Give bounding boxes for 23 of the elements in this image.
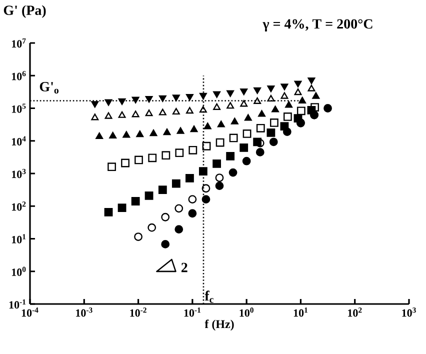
ref-line-label: f$_{c}$ (204, 290, 214, 303)
x-tick-label: 10$^{3}$ (402, 308, 416, 317)
y-tick-label: 10$^{6}$ (12, 71, 26, 80)
x-tick-label: 10$^{-3}$ (76, 308, 92, 317)
x-tick-label: 10$^{-1}$ (184, 308, 200, 317)
x-tick-label: 10$^{-2}$ (130, 308, 146, 317)
x-tick-label: 10$^{-4}$ (22, 308, 38, 317)
y-tick-label: 10$^{2}$ (12, 202, 26, 211)
y-tick-label: 10$^{0}$ (12, 266, 26, 276)
y-tick-label: 10$^{1}$ (12, 234, 26, 244)
y-axis-title: G' (Pa) (4, 5, 46, 18)
x-tick-label: 10$^{2}$ (348, 308, 362, 317)
ref-line-label: G'$_{o}$ (40, 82, 59, 94)
y-tick-label: 10$^{5}$ (12, 104, 26, 113)
annotation: 2 (181, 262, 188, 272)
text: γ = 4%, T = 200°C (262, 19, 372, 32)
y-tick-label: 10$^{-1}$ (9, 299, 26, 309)
y-tick-label: 10$^{3}$ (12, 168, 26, 178)
x-tick-label: 10$^{0}$ (240, 308, 254, 317)
y-tick-label: 10$^{4}$ (12, 136, 26, 146)
x-axis-title: f (Hz) (204, 320, 234, 331)
x-tick-label: 10$^{1}$ (294, 308, 308, 317)
y-tick-label: 10$^{7}$ (12, 38, 26, 48)
